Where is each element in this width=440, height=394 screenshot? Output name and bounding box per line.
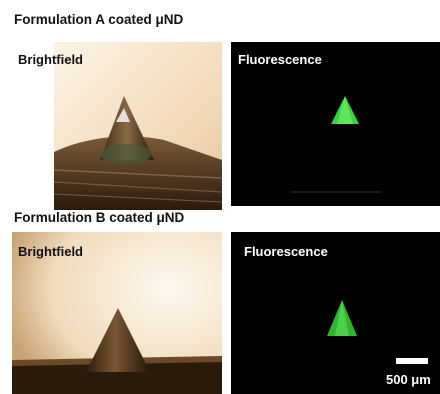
scale-bar-label: 500 μm (386, 372, 431, 387)
scale-bar (396, 358, 428, 364)
section-a-fluorescence-image (231, 42, 440, 206)
section-b-heading: Formulation B coated μND (14, 210, 185, 225)
section-b-brightfield-label: Brightfield (18, 244, 83, 259)
section-a-heading: Formulation A coated μND (14, 12, 184, 27)
section-b-brightfield-image (12, 232, 222, 394)
section-a-brightfield-label: Brightfield (18, 52, 83, 67)
section-a-brightfield-image (54, 42, 222, 210)
section-b-fluorescence-image (231, 232, 440, 394)
section-a-fluorescence-label: Fluorescence (238, 52, 322, 67)
section-b-fluorescence-label: Fluorescence (244, 244, 328, 259)
